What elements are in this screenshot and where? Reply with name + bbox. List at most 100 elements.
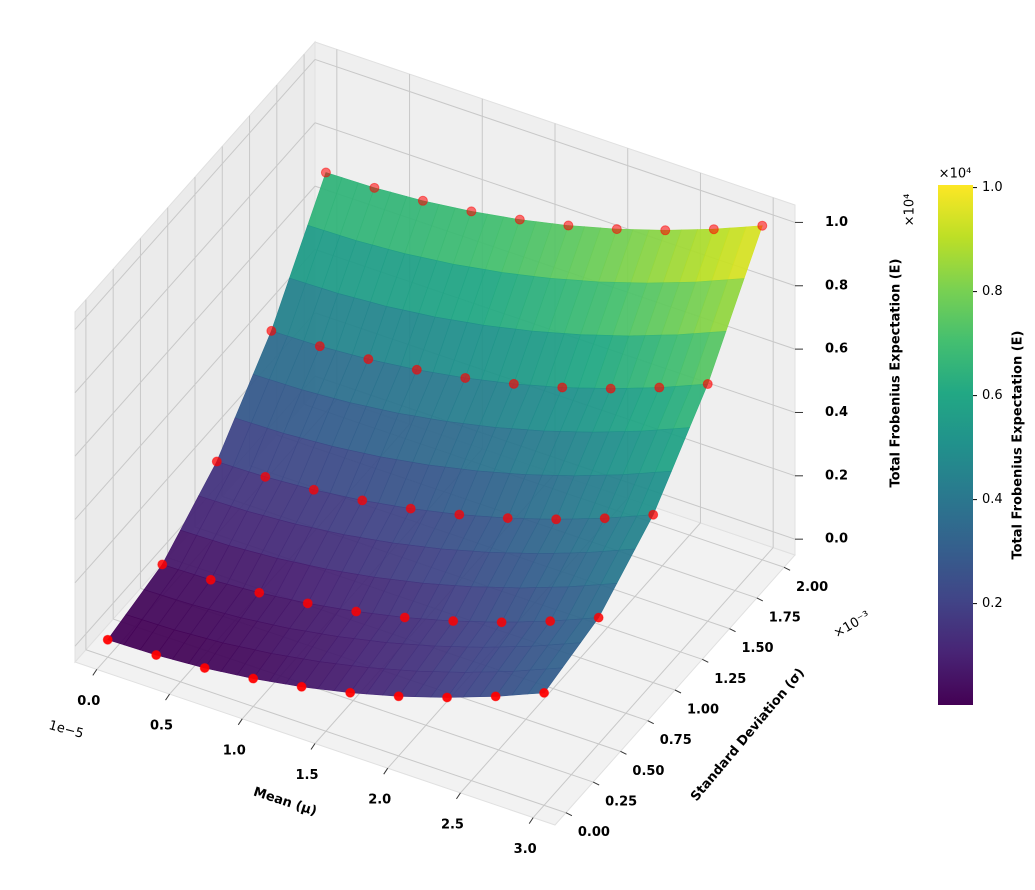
x-offset: 1e−5 [47, 718, 85, 742]
surface-patch [527, 667, 563, 695]
y-tick [756, 597, 764, 602]
z-offset: ×10⁴ [903, 194, 918, 227]
y-tick [674, 689, 682, 694]
colorbar-tick-label: 1.0 [982, 180, 1003, 195]
data-point [496, 617, 507, 628]
y-tick [565, 812, 573, 817]
data-point [345, 687, 356, 698]
z-grid-line [74, 185, 316, 457]
data-point [599, 513, 610, 524]
z-tick-label: 0.8 [825, 278, 848, 293]
data-point [248, 673, 259, 684]
data-point [363, 354, 374, 365]
y-tick-label: 2.00 [796, 580, 828, 595]
data-point [593, 612, 604, 623]
x-tick [310, 743, 316, 750]
x-tick-label: 1.0 [223, 743, 246, 758]
x-tick-label: 0.5 [150, 719, 173, 734]
x-tick-label: 0.0 [77, 694, 100, 709]
z-grid-line [314, 58, 796, 223]
x-tick-label: 1.5 [295, 768, 318, 783]
data-point [308, 484, 319, 495]
y-tick [783, 566, 791, 571]
data-point [490, 691, 501, 702]
z-tick-label: 0.4 [825, 405, 848, 420]
x-tick [456, 792, 461, 800]
data-point [514, 214, 525, 225]
y-offset: ×10⁻³ [831, 609, 873, 642]
data-point [411, 364, 422, 375]
x-tick [528, 817, 534, 824]
x-tick [92, 669, 98, 676]
data-point [660, 225, 671, 236]
colorbar-label: Total Frobenius Expectation (E) [1011, 330, 1026, 559]
y-tick [592, 781, 600, 786]
x-axis-label: Mean (μ) [251, 785, 318, 820]
data-point [466, 206, 477, 217]
data-point [539, 687, 550, 698]
data-point [557, 382, 568, 393]
data-point [448, 616, 459, 627]
data-point [357, 495, 368, 506]
x-tick-label: 2.5 [441, 817, 464, 832]
colorbar-tick-label: 0.6 [982, 388, 1003, 403]
z-grid-line [74, 59, 316, 330]
z-tick-label: 0.2 [825, 468, 848, 483]
x-tick-label: 3.0 [514, 842, 537, 857]
data-point [211, 456, 222, 467]
y-tick-label: 0.50 [632, 764, 664, 779]
data-point [296, 681, 307, 692]
data-point [605, 383, 616, 394]
data-point [502, 513, 513, 524]
data-point [302, 598, 313, 609]
data-point [399, 612, 410, 623]
y-grid-line [85, 649, 567, 814]
data-point [260, 471, 271, 482]
data-point [757, 220, 768, 231]
data-point [648, 509, 659, 520]
z-grid-line [74, 249, 316, 520]
z-tick-label: 0.6 [825, 342, 848, 357]
data-point [314, 341, 325, 352]
x-tick [165, 693, 170, 701]
data-point [563, 220, 574, 231]
y-tick-label: 0.75 [660, 733, 692, 748]
y-tick-label: 1.50 [742, 641, 774, 656]
data-point [611, 224, 622, 235]
x-tick [383, 767, 389, 775]
y-tick-label: 1.00 [687, 703, 719, 718]
data-point [405, 503, 416, 514]
data-point [454, 509, 465, 520]
data-point [102, 634, 113, 645]
y-tick [620, 750, 627, 755]
y-tick [702, 658, 709, 663]
colorbar [938, 185, 973, 705]
data-point [369, 182, 380, 193]
data-point [254, 587, 265, 598]
data-point [320, 167, 331, 178]
z-axis-label: Total Frobenius Expectation (E) [889, 258, 904, 487]
y-tick-label: 0.00 [578, 825, 610, 840]
data-point [545, 616, 556, 627]
data-point [460, 372, 471, 383]
data-point [417, 195, 428, 206]
y-tick [647, 720, 654, 725]
data-point [442, 692, 453, 703]
y-tick [729, 628, 736, 633]
data-point [266, 325, 277, 336]
data-point [508, 378, 519, 389]
data-point [157, 559, 168, 570]
data-point [393, 691, 404, 702]
colorbar-tick-label: 0.8 [982, 284, 1003, 299]
colorbar-tick-label: 0.2 [982, 596, 1003, 611]
x-tick-label: 2.0 [368, 793, 391, 808]
data-point [199, 662, 210, 673]
data-point [708, 224, 719, 235]
y-tick-label: 1.75 [769, 610, 801, 625]
y-axis-label: Standard Deviation (σ) [688, 666, 808, 805]
data-point [551, 514, 562, 525]
y-tick-label: 0.25 [605, 795, 637, 810]
data-point [702, 379, 713, 390]
colorbar-offset: ×10⁴ [939, 167, 972, 182]
